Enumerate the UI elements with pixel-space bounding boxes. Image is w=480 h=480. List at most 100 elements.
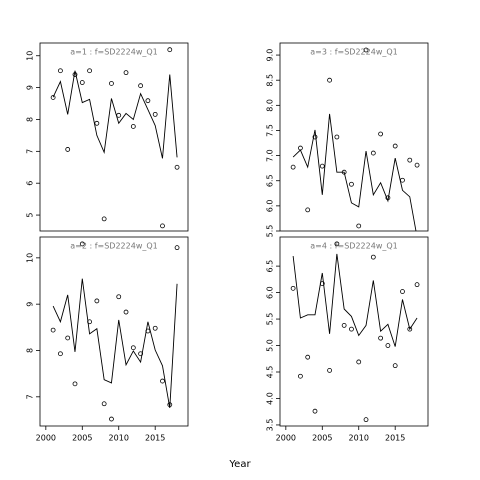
point — [356, 359, 362, 365]
point — [50, 327, 56, 333]
point — [407, 326, 413, 332]
y-tick-label: 9.0 — [266, 49, 275, 62]
y-tick-label: 6.5 — [266, 260, 275, 273]
panel-title: a=1 : f=SD2224w_Q1 — [70, 48, 158, 57]
point — [58, 68, 63, 74]
point — [312, 408, 318, 414]
point — [290, 285, 296, 291]
point — [94, 298, 100, 304]
series-line — [52, 70, 178, 159]
point — [298, 373, 303, 379]
y-tick-label: 6 — [26, 181, 35, 186]
point — [334, 134, 340, 140]
x-tick-label: 2015 — [385, 434, 405, 443]
point — [116, 112, 122, 118]
y-tick-label: 8.0 — [266, 99, 275, 112]
series-line — [292, 113, 417, 231]
y-tick-label: 5.5 — [266, 225, 275, 238]
point — [79, 241, 85, 247]
point — [319, 281, 325, 286]
point — [58, 351, 63, 357]
point — [79, 80, 85, 85]
point — [305, 354, 311, 360]
y-tick-label: 4.5 — [266, 366, 275, 379]
y-tick-label: 5 — [26, 213, 35, 218]
x-tick-label: 2005 — [72, 434, 92, 443]
point — [101, 401, 107, 407]
point — [407, 157, 413, 163]
point — [167, 47, 173, 53]
point — [312, 134, 318, 140]
panel-frame — [39, 236, 189, 427]
point — [160, 223, 165, 229]
series-line — [52, 278, 178, 409]
plot-area — [50, 47, 180, 229]
panel-title: a=2 : f=SD2224w_Q1 — [70, 242, 158, 251]
panel-title: a=3 : f=SD2224w_Q1 — [310, 48, 398, 57]
point — [392, 363, 398, 369]
point — [414, 162, 420, 168]
point — [160, 378, 165, 384]
y-tick-label: 6.0 — [266, 286, 275, 299]
plot-area — [290, 241, 420, 423]
panel-frame — [279, 236, 429, 427]
point — [392, 143, 398, 149]
point — [50, 95, 56, 100]
point — [400, 289, 405, 294]
point — [385, 343, 391, 348]
y-tick-label: 7 — [26, 149, 35, 154]
point — [145, 98, 151, 104]
point — [123, 70, 129, 76]
x-tick-label: 2015 — [145, 434, 165, 443]
y-tick-label: 8 — [26, 117, 35, 122]
point — [138, 351, 144, 357]
point — [298, 145, 303, 151]
y-tick-label: 6.0 — [266, 199, 275, 212]
point — [290, 164, 296, 170]
y-tick-label: 8.5 — [266, 74, 275, 87]
point — [370, 150, 376, 156]
point — [334, 241, 340, 247]
point — [414, 282, 420, 288]
point — [363, 47, 369, 53]
plot-area — [50, 241, 180, 422]
point — [94, 120, 100, 126]
y-tick-label: 9 — [26, 302, 35, 307]
point — [174, 164, 180, 170]
point — [65, 147, 71, 152]
point — [400, 177, 405, 183]
x-tick-label: 2000 — [276, 434, 296, 443]
x-tick-label: 2005 — [312, 434, 332, 443]
x-tick-label: 2010 — [349, 434, 369, 443]
y-tick-label: 10 — [26, 51, 35, 61]
x-tick-label: 2000 — [36, 434, 56, 443]
x-axis-label: Year — [228, 459, 251, 470]
point — [341, 323, 347, 328]
point — [385, 195, 391, 201]
point — [130, 124, 136, 129]
point — [378, 131, 384, 137]
point — [327, 368, 332, 373]
point — [356, 223, 362, 229]
series-line — [292, 253, 418, 347]
y-tick-label: 8 — [26, 348, 35, 353]
panel-title: a=4 : f=SD2224w_Q1 — [310, 242, 398, 251]
y-tick-label: 10 — [26, 253, 35, 263]
point — [87, 319, 92, 325]
point — [87, 68, 92, 74]
point — [378, 335, 384, 341]
y-tick-label: 9 — [26, 85, 35, 90]
point — [167, 402, 173, 408]
point — [370, 254, 376, 260]
point — [138, 83, 144, 89]
point — [116, 294, 122, 300]
plot-area — [290, 47, 420, 231]
point — [101, 216, 107, 222]
point — [72, 381, 78, 387]
panel-frame — [279, 42, 429, 232]
y-tick-label: 3.5 — [266, 419, 275, 432]
y-tick-label: 7.5 — [266, 124, 275, 137]
y-tick-label: 7.0 — [266, 149, 275, 162]
y-tick-label: 5.0 — [266, 339, 275, 352]
